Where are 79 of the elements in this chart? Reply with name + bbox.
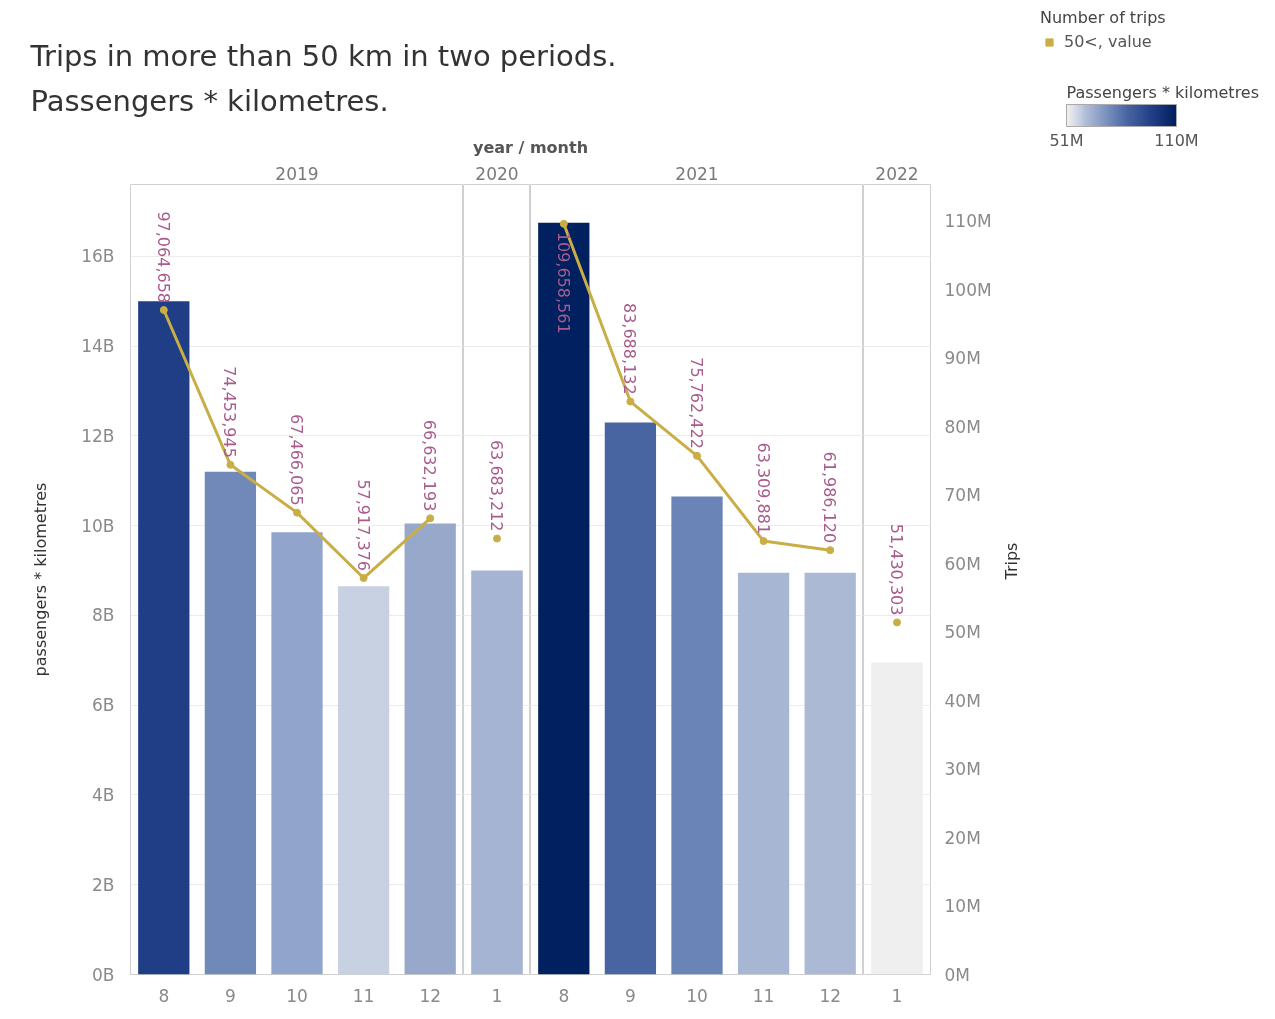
bar	[538, 222, 590, 975]
x-tick-label: 10	[686, 985, 708, 1006]
y-tick-label: 14B	[81, 336, 115, 357]
x-tick-label: 1	[491, 985, 503, 1006]
data-label: 63,683,212	[487, 439, 506, 532]
text: year / month	[472, 138, 589, 157]
x-tick-label: 12	[819, 985, 842, 1006]
x-tick-label: 12	[419, 985, 442, 1006]
bar	[671, 496, 723, 975]
x-tick-label: 11	[752, 985, 775, 1006]
x-tick-label: 10	[286, 985, 308, 1006]
point	[426, 514, 435, 523]
data-label: 97,064,658	[153, 211, 173, 304]
chart-title: 2019	[275, 163, 319, 184]
color-bar-title: Passengers * kilometres	[1066, 83, 1260, 102]
chart-title: 2020	[475, 163, 519, 184]
y-axis-title: passengers * kilometres	[31, 482, 51, 677]
point	[359, 574, 368, 582]
y2-tick-label: 100M	[944, 279, 992, 300]
bar	[737, 572, 790, 975]
y2-tick-label: 0M	[944, 964, 970, 985]
bar	[138, 301, 190, 975]
y2-tick-label: 90M	[944, 348, 981, 369]
bar	[204, 471, 257, 975]
point	[226, 460, 235, 469]
y-tick-label: 6B	[92, 695, 115, 716]
data-label: 83,688,132	[620, 302, 640, 395]
y-tick-label: 8B	[92, 605, 115, 626]
y-tick-label: 0B	[92, 964, 115, 985]
bar	[404, 523, 456, 975]
point	[159, 306, 168, 315]
text: Trips in more than 50 km in two periods.	[29, 38, 617, 73]
bar	[337, 586, 390, 975]
y2-tick-label: 110M	[944, 211, 992, 232]
y2-tick-label: 30M	[944, 759, 981, 780]
legend-title: Number of trips	[1040, 8, 1166, 27]
y-tick-label: 16B	[81, 246, 115, 267]
text: Passengers * kilometres.	[30, 83, 389, 118]
bar	[804, 572, 856, 975]
chart-title: 2021	[675, 163, 719, 184]
point	[559, 219, 568, 228]
point	[693, 451, 701, 460]
x-tick-label: 8	[158, 985, 170, 1006]
point	[759, 537, 768, 546]
bar	[271, 532, 323, 975]
data-label: 67,466,065	[287, 414, 306, 506]
x-tick-label: 9	[624, 985, 636, 1006]
y2-tick-label: 20M	[944, 827, 981, 848]
y2-tick-label: 40M	[944, 690, 981, 711]
bar	[604, 422, 657, 975]
data-label: 66,632,193	[420, 419, 440, 512]
y2-tick-label: 50M	[944, 622, 981, 643]
color-bar-label: 110M	[1154, 130, 1199, 150]
data-label: 57,917,376	[353, 479, 373, 572]
y2-tick-label: 60M	[944, 553, 981, 574]
data-label: 61,986,120	[820, 451, 840, 544]
x-tick-label: 9	[224, 985, 236, 1006]
y-tick-label: 12B	[81, 425, 115, 446]
x-tick-label: 8	[558, 985, 570, 1006]
y-tick-label: 10B	[81, 515, 115, 536]
point	[293, 508, 301, 517]
point	[826, 546, 835, 555]
y2-axis-title: Trips	[1002, 542, 1022, 581]
x-tick-label: 11	[352, 985, 375, 1006]
point	[626, 397, 635, 406]
y-tick-label: 4B	[92, 784, 115, 805]
y2-tick-label: 70M	[944, 485, 981, 506]
x-tick-label: 1	[891, 985, 903, 1006]
y2-tick-label: 10M	[944, 896, 981, 917]
data-label: 74,453,945	[220, 366, 240, 458]
data-label: 75,762,422	[687, 357, 706, 449]
legend-label: 50<, value	[1064, 32, 1152, 51]
data-label: 51,430,303	[887, 523, 906, 616]
data-label: 109,658,561	[553, 231, 573, 334]
y2-tick-label: 80M	[944, 416, 981, 437]
y-tick-label: 2B	[92, 874, 115, 895]
chart-title: 2022	[875, 163, 919, 184]
data-label: 63,309,881	[753, 442, 773, 535]
color-bar-label: 51M	[1049, 130, 1084, 150]
